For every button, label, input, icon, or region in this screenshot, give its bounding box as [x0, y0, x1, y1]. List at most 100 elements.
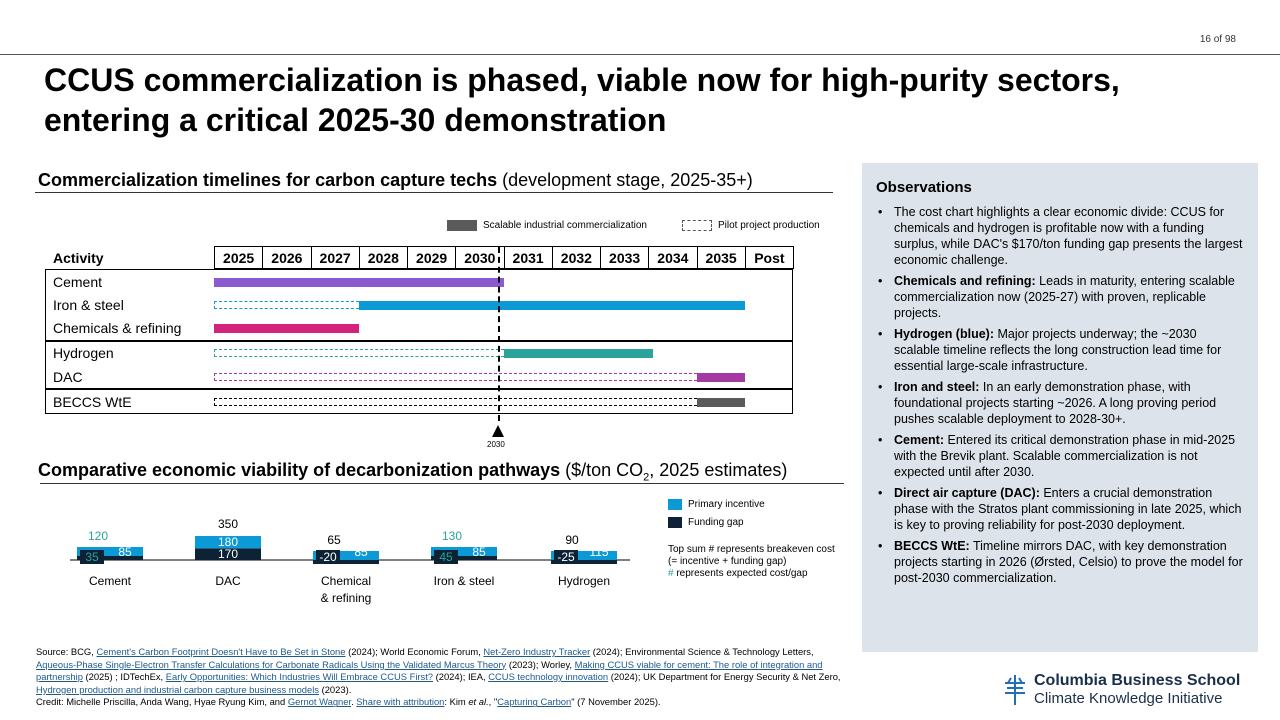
- observations-list: The cost chart highlights a clear econom…: [876, 204, 1244, 586]
- category-label-chemical-refining-line2: & refining: [321, 591, 372, 605]
- economics-sub-post: , 2025 estimates): [649, 460, 788, 480]
- observation-text: In an early demonstration phase, with fo…: [894, 380, 1217, 426]
- observation-bold: Direct air capture (DAC):: [894, 486, 1040, 500]
- timeline-heading: Commercialization timelines for carbon c…: [38, 170, 753, 191]
- legend-primary-label: Primary incentive: [688, 499, 765, 510]
- src-text: Source: BCG,: [36, 646, 97, 657]
- total-label-hydrogen: 90: [565, 533, 579, 547]
- economics-rule: [40, 483, 844, 484]
- activity-header: Activity: [53, 250, 104, 266]
- total-label-cement: 120: [88, 529, 108, 543]
- pilot-bar-hydrogen: [214, 349, 504, 357]
- src-text: (2024); Environmental Science & Technolo…: [590, 646, 814, 657]
- credit-text: " (7 November 2025).: [571, 696, 661, 708]
- chart-note-hash: #: [668, 568, 674, 579]
- credit-link-share[interactable]: Share with attribution: [356, 696, 445, 708]
- observations-title: Observations: [876, 179, 972, 196]
- credit-text: Credit: Michelle Priscilla, Anda Wang, H…: [36, 696, 288, 708]
- logo-line2: Climate Knowledge Initiative: [1034, 690, 1223, 707]
- category-label-chemical-refining: Chemical: [321, 574, 371, 588]
- legend-gap: Funding gap: [668, 517, 744, 528]
- year-header-2031: 2031: [503, 246, 553, 269]
- timeline-label-cement: Cement: [53, 274, 103, 290]
- timeline-label-iron-steel: Iron & steel: [53, 297, 124, 313]
- bar-primary-dac: [195, 535, 261, 549]
- observations-panel: Observations The cost chart highlights a…: [862, 163, 1258, 652]
- observation-text: Entered its critical demonstration phase…: [894, 433, 1236, 479]
- bar-gap-cement: [77, 556, 143, 560]
- year-header-2026: 2026: [262, 246, 312, 269]
- src-text: (2023); Worley,: [506, 658, 575, 670]
- observation-text: Enters a crucial demonstration phase wit…: [894, 486, 1242, 532]
- gap-label-hydrogen: -25: [557, 550, 575, 564]
- chart-note-line2: represents expected cost/gap: [673, 568, 808, 579]
- bar-gap-dac: [195, 548, 261, 560]
- scalable-bar-chemicals-refining: [214, 324, 359, 333]
- src-text: (2024); UK Department for Energy Securit…: [608, 671, 841, 683]
- total-label-chemical-refining: 65: [327, 533, 341, 547]
- economics-sub-sub: 2: [643, 471, 650, 484]
- category-label-iron-steel: Iron & steel: [434, 574, 495, 588]
- timeline-heading-sub: (development stage, 2025-35+): [497, 170, 753, 190]
- timeline-heading-main: Commercialization timelines for carbon c…: [38, 170, 498, 190]
- legend-pilot-label: Pilot project production: [718, 220, 820, 231]
- observation-item: The cost chart highlights a clear econom…: [876, 204, 1244, 268]
- category-label-dac: DAC: [215, 574, 241, 588]
- year-header-2035: 2035: [696, 246, 746, 269]
- observation-bold: Cement:: [894, 433, 945, 447]
- legend-primary: Primary incentive: [668, 499, 765, 510]
- gap-label-iron-steel: 45: [439, 550, 453, 564]
- legend-primary-swatch: [668, 499, 682, 510]
- legend-scalable: Scalable industrial commercialization: [447, 220, 647, 231]
- group-beccs: [45, 389, 793, 414]
- year-header-post: Post: [744, 246, 794, 269]
- legend-scalable-label: Scalable industrial commercialization: [483, 220, 647, 231]
- observation-text: Major projects underway; the ~2030 scala…: [894, 327, 1222, 373]
- primary-label-cement: 85: [118, 545, 132, 559]
- gap-label-box-cement: [80, 550, 104, 564]
- gap-label-box-chemical-refining: [316, 550, 340, 564]
- year-header-2028: 2028: [358, 246, 408, 269]
- year-header-2027: 2027: [310, 246, 360, 269]
- chart-note-line1: Top sum # represents breakeven cost (= i…: [668, 544, 835, 567]
- src-link-worley[interactable]: Making CCUS viable for cement: The role …: [36, 658, 823, 683]
- src-link-iea[interactable]: CCUS technology innovation: [488, 671, 609, 683]
- src-link-bcg[interactable]: Cement's Carbon Footprint Doesn't Have t…: [96, 646, 346, 657]
- src-text: (2025) ; IDTechEx,: [82, 671, 166, 683]
- src-link-uk-desnz[interactable]: Hydrogen production and industrial carbo…: [36, 683, 319, 695]
- credit-link-capturing-carbon[interactable]: Capturing Carbon: [497, 696, 572, 708]
- year-2030-marker: [492, 425, 504, 437]
- pilot-bar-beccs-wte: [214, 398, 697, 406]
- total-label-iron-steel: 130: [442, 529, 462, 543]
- scalable-bar-hydrogen: [503, 349, 654, 358]
- src-text: (2024); IEA,: [433, 671, 489, 683]
- columbia-logo: Columbia Business School Climate Knowled…: [1002, 672, 1240, 708]
- credit-text-italic: et al.: [468, 696, 489, 708]
- year-2030-label: 2030: [487, 440, 505, 449]
- group-energy: [45, 341, 793, 389]
- timeline-label-hydrogen: Hydrogen: [53, 345, 114, 361]
- observation-item: Iron and steel: In an early demonstratio…: [876, 379, 1244, 427]
- year-header-2029: 2029: [407, 246, 457, 269]
- gap-label-cement: 35: [85, 550, 99, 564]
- primary-label-chemical-refining: 85: [354, 545, 368, 559]
- src-text: (2023).: [318, 683, 352, 695]
- timeline-rule: [35, 192, 833, 193]
- src-link-idtechex[interactable]: Early Opportunities: Which Industries Wi…: [165, 671, 434, 683]
- scalable-bar-iron-steel: [358, 301, 745, 310]
- primary-label-dac: 180: [218, 535, 238, 549]
- year-2030-line: [498, 247, 500, 421]
- credit-link-wagner[interactable]: Gernot Wagner: [287, 696, 352, 708]
- timeline-label-dac: DAC: [53, 369, 83, 385]
- economics-heading-sub: ($/ton CO2, 2025 estimates): [560, 460, 788, 484]
- gap-label-dac: 170: [218, 547, 238, 561]
- group-industrial: [45, 269, 793, 341]
- src-link-est[interactable]: Aqueous-Phase Single-Electron Transfer C…: [36, 658, 507, 670]
- chart-note: Top sum # represents breakeven cost (= i…: [668, 544, 843, 580]
- src-link-wef[interactable]: Net-Zero Industry Tracker: [483, 646, 591, 657]
- economics-sub-pre: ($/ton CO: [560, 460, 644, 480]
- observation-bold: Chemicals and refining:: [894, 274, 1036, 288]
- observation-item: Hydrogen (blue): Major projects underway…: [876, 326, 1244, 374]
- bar-primary-chemical-refining: [313, 551, 379, 560]
